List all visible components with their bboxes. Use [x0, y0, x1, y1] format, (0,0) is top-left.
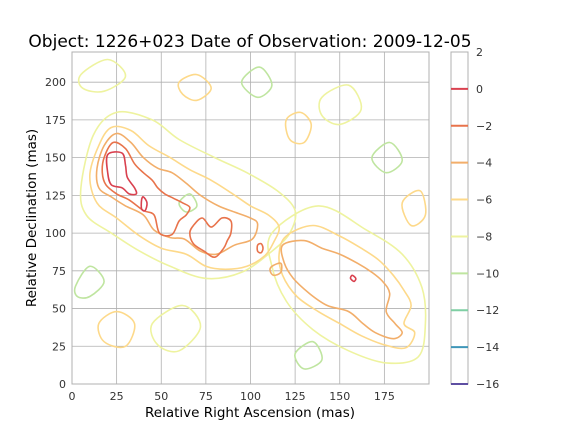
- x-tick-label: 125: [285, 390, 306, 403]
- contour-line: [318, 84, 363, 126]
- y-tick-label: 150: [45, 152, 66, 165]
- y-tick-label: 125: [45, 189, 66, 202]
- y-axis-label: Relative Declination (mas): [24, 129, 40, 307]
- x-tick-label: 175: [374, 390, 395, 403]
- colorbar: 2 0 −2 −4 −6 −8 −10 −12 −14 −16: [450, 46, 499, 391]
- y-tick-label: 75: [52, 265, 66, 278]
- contour-line: [88, 125, 281, 271]
- contour-line: [267, 205, 427, 365]
- contour-line: [256, 242, 264, 254]
- plot-frame: [71, 51, 430, 385]
- contour-line: [79, 110, 297, 280]
- colorbar-tick-label: −12: [476, 304, 499, 317]
- y-tick-label: 200: [45, 76, 66, 89]
- contour-line: [371, 141, 403, 174]
- x-tick-label: 150: [329, 390, 350, 403]
- contour-line: [284, 111, 313, 145]
- colorbar-tick-label: −8: [476, 230, 492, 243]
- y-tick-label: 50: [52, 303, 66, 316]
- colorbar-tick-label: −2: [476, 120, 492, 133]
- contour-line: [177, 73, 212, 102]
- y-tick-label: 175: [45, 114, 66, 127]
- contour-line: [140, 196, 148, 212]
- chart-title: Object: 1226+023 Date of Observation: 20…: [28, 32, 471, 52]
- colorbar-tick-label: −6: [476, 194, 492, 207]
- colorbar-tick-label: −4: [476, 157, 492, 170]
- contour-line: [97, 310, 136, 349]
- x-tick-labels: 0 25 50 75 100 125 150 175: [69, 390, 395, 403]
- y-tick-label: 100: [45, 227, 66, 240]
- colorbar-tick-label: −10: [476, 267, 499, 280]
- contour-line: [269, 262, 283, 277]
- contour-line: [105, 151, 138, 196]
- colorbar-tick-label: 2: [476, 46, 483, 59]
- y-tick-labels: 0 25 50 75 100 125 150 175 200: [45, 76, 66, 391]
- x-tick-label: 0: [69, 390, 76, 403]
- colorbar-tick-label: −14: [476, 341, 499, 354]
- colorbar-frame: [450, 51, 469, 385]
- contour-lines: [73, 58, 427, 370]
- contour-line: [349, 274, 357, 283]
- contour-line: [95, 132, 259, 256]
- colorbar-tick-label: 0: [476, 83, 483, 96]
- colorbar-tick-label: −16: [476, 378, 499, 391]
- x-tick-label: 75: [199, 390, 213, 403]
- contour-line: [294, 340, 323, 370]
- contour-line: [73, 265, 105, 299]
- y-tick-label: 0: [59, 378, 66, 391]
- contour-line: [178, 193, 198, 213]
- x-axis-label: Relative Right Ascension (mas): [145, 405, 355, 421]
- contour-line: [77, 58, 127, 93]
- contour-line: [189, 216, 233, 259]
- x-tick-label: 25: [110, 390, 124, 403]
- contour-line: [149, 304, 202, 353]
- x-tick-label: 100: [240, 390, 261, 403]
- contour-line: [278, 224, 416, 350]
- contour-line: [101, 141, 191, 237]
- y-tick-label: 25: [52, 340, 66, 353]
- contour-line: [401, 189, 427, 227]
- contour-line: [280, 239, 403, 340]
- contour-line: [240, 66, 273, 99]
- x-tick-label: 50: [154, 390, 168, 403]
